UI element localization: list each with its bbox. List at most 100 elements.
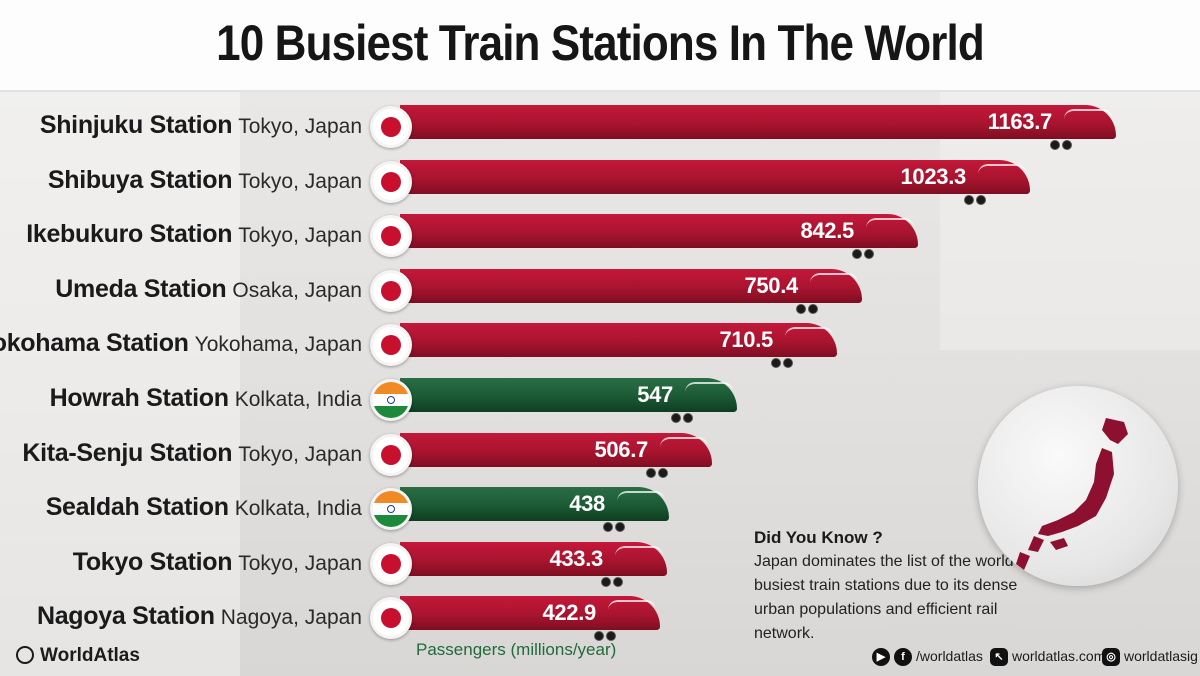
train-nose [1064,109,1112,119]
train-nose [685,382,733,392]
station-name: Shibuya Station [47,165,233,194]
station-label: Shinjuku Station Tokyo, Japan [40,99,362,151]
bar: 750.4 [400,268,862,314]
japan-flag-icon [370,542,412,585]
india-flag-icon [370,379,412,421]
station-location: Tokyo, Japan [238,169,362,193]
station-location: Osaka, Japan [232,278,362,302]
value-label: 1023.3 [900,163,967,189]
value-label: 842.5 [800,218,854,244]
instagram-link[interactable]: ◎ worldatlasig [1102,648,1198,667]
chart-row: Howrah Station Kolkata, India 547 [0,372,1200,424]
station-label: Howrah Station Kolkata, India [50,372,362,424]
train-nose [866,218,914,228]
cursor-icon: ↖ [990,648,1008,667]
website-link[interactable]: ↖ worldatlas.com [990,648,1106,667]
title-bar: 10 Busiest Train Stations In The World [0,0,1200,92]
x-axis-label: Passengers (millions/year) [416,640,617,659]
value-label: 422.9 [542,600,596,626]
station-name: Ikebukuro Station [26,220,233,249]
station-location: Tokyo, Japan [238,442,362,466]
chart-row: Umeda Station Osaka, Japan 750.4 [0,263,1200,315]
station-location: Tokyo, Japan [238,224,362,248]
japan-globe-map [978,386,1178,586]
station-location: Kolkata, India [234,497,362,521]
website-text: worldatlas.com [1012,648,1106,664]
station-label: Umeda Station Osaka, Japan [55,263,362,315]
train-nose [785,327,833,337]
bar: 710.5 [400,323,837,369]
instagram-text: worldatlasig [1124,648,1198,664]
facebook-icon: f [894,648,912,667]
japan-flag-icon [370,106,412,148]
value-label: 710.5 [719,327,773,353]
train-wheels-icon [1050,137,1076,150]
train-wheels-icon [796,301,822,314]
bar: 438 [400,487,669,533]
station-name: Nagoya Station [36,602,215,631]
japan-flag-icon [370,269,412,312]
japan-flag-icon [370,160,412,203]
social-handle[interactable]: ▶ f/worldatlas [872,648,983,667]
value-label: 433.3 [549,545,603,571]
train-wheels-icon [671,410,697,423]
chart-row: Nagoya Station Nagoya, Japan 422.9 [0,590,1200,642]
worldatlas-logo: WorldAtlas [16,645,140,667]
did-you-know-text: Japan dominates the list of the world's … [754,553,1025,642]
value-label: 438 [569,491,605,517]
station-label: Tokyo Station Tokyo, Japan [73,536,362,588]
train-nose [608,600,656,610]
value-label: 547 [637,382,673,407]
bar: 1163.7 [400,105,1116,150]
social-handle-text: /worldatlas [916,648,983,664]
train-wheels-icon [964,192,990,205]
bar: 422.9 [400,596,660,642]
train-wheels-icon [852,246,878,260]
station-location: Kolkata, India [234,388,362,411]
value-label: 750.4 [744,272,798,298]
chart-row: Ikebukuro Station Tokyo, Japan 842.5 [0,208,1200,260]
station-name: Tokyo Station [72,547,233,576]
japan-flag-icon [370,215,412,258]
bar: 1023.3 [400,159,1030,205]
bar: 842.5 [400,214,918,260]
chart-row: Shibuya Station Tokyo, Japan 1023.3 [0,154,1200,206]
did-you-know-title: Did You Know ? [754,528,883,547]
globe-icon [16,646,34,664]
instagram-icon: ◎ [1102,648,1120,667]
youtube-icon: ▶ [872,648,890,667]
train-wheels-icon [594,628,620,642]
japan-flag-icon [370,433,412,476]
train-nose [617,491,665,501]
station-label: Kita-Senju Station Tokyo, Japan [22,427,362,479]
chart-row: Shinjuku Station Tokyo, Japan 1163.7 [0,99,1200,151]
train-nose [978,163,1026,174]
chart-row: Kita-Senju Station Tokyo, Japan 506.7 [0,427,1200,479]
station-location: Tokyo, Japan [238,551,362,575]
train-wheels-icon [603,519,629,533]
station-name: Yokohama Station [0,329,189,358]
chart-row: Sealdah Station Kolkata, India 438 [0,481,1200,533]
value-label: 1163.7 [987,109,1053,134]
train-nose [660,436,708,447]
bar: 547 [400,378,737,423]
brand-name: WorldAtlas [40,645,140,666]
japan-flag-icon [370,324,412,367]
chart-row: Tokyo Station Tokyo, Japan 433.3 [0,536,1200,588]
station-name: Shinjuku Station [39,111,233,139]
did-you-know-box: Did You Know ? Japan dominates the list … [754,528,1054,646]
train-wheels-icon [646,465,672,478]
station-name: Kita-Senju Station [22,438,233,467]
japan-flag-icon [370,597,412,640]
station-label: Ikebukuro Station Tokyo, Japan [26,208,362,260]
station-label: Sealdah Station Kolkata, India [46,481,362,533]
station-location: Nagoya, Japan [220,606,362,630]
train-nose [615,545,663,556]
bar: 433.3 [400,541,667,587]
train-wheels-icon [601,574,627,587]
train-nose [810,272,858,283]
train-wheels-icon [771,355,797,369]
station-location: Yokohama, Japan [194,333,362,357]
